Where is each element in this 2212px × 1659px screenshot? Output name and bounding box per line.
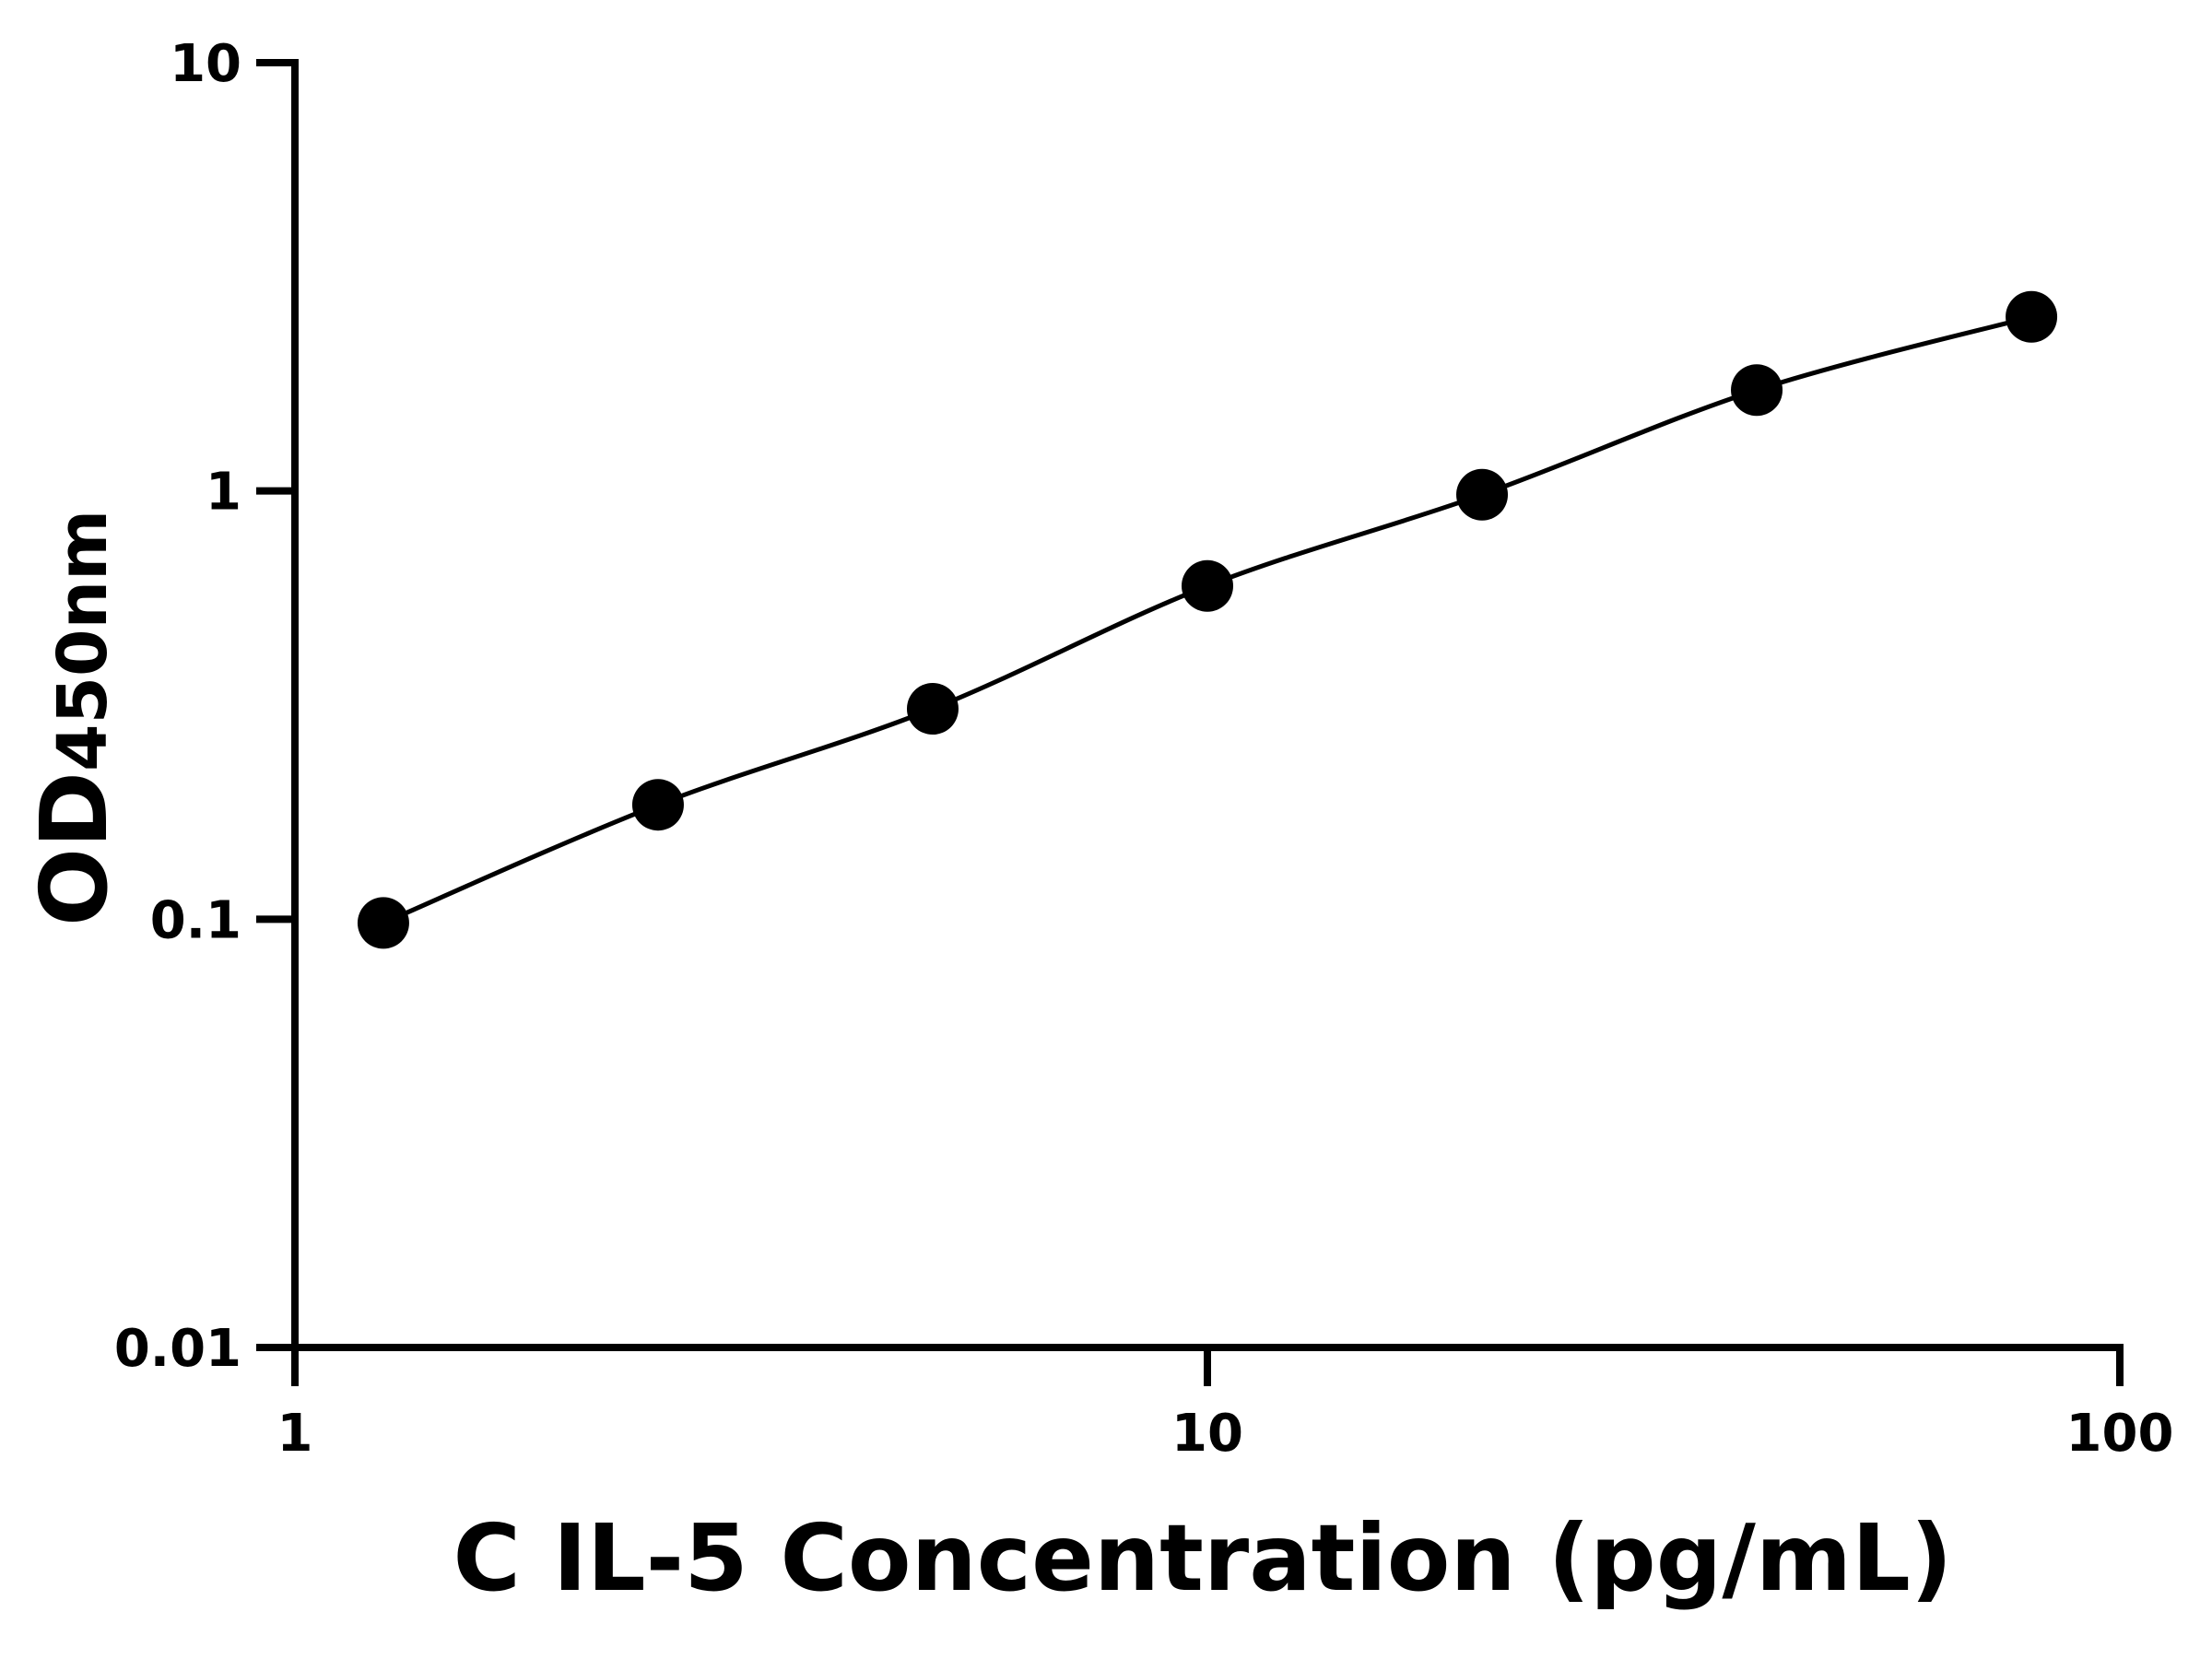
y-tick-label: 10 [170,34,241,94]
data-point [1456,468,1509,521]
fit-curve-layer [382,314,2032,925]
x-tick-label: 1 [277,1404,313,1464]
fit-curve [382,314,2032,925]
data-points-layer [357,290,2058,949]
data-point [2006,290,2058,343]
x-tick-label: 10 [1171,1404,1243,1464]
y-axis-title-subscript: 450nm [43,510,123,771]
y-axis-title: OD450nm [20,510,128,926]
y-tick-label: 0.01 [114,1319,241,1379]
data-point [1182,559,1233,612]
data-point [1731,364,1783,417]
svg-text:OD450nm: OD450nm [20,510,128,926]
axes-layer: 1 10 100 0.01 0.1 1 10 [114,34,2174,1464]
data-point [631,779,684,831]
x-axis-title: C IL-5 Concentration (pg/mL) [453,1504,1952,1612]
x-tick-label: 100 [2066,1404,2174,1464]
y-tick-label: 0.1 [150,890,241,950]
y-tick-label: 1 [206,463,241,523]
data-point [357,897,409,949]
data-point [906,683,959,735]
y-axis-title-main: OD [20,771,128,926]
